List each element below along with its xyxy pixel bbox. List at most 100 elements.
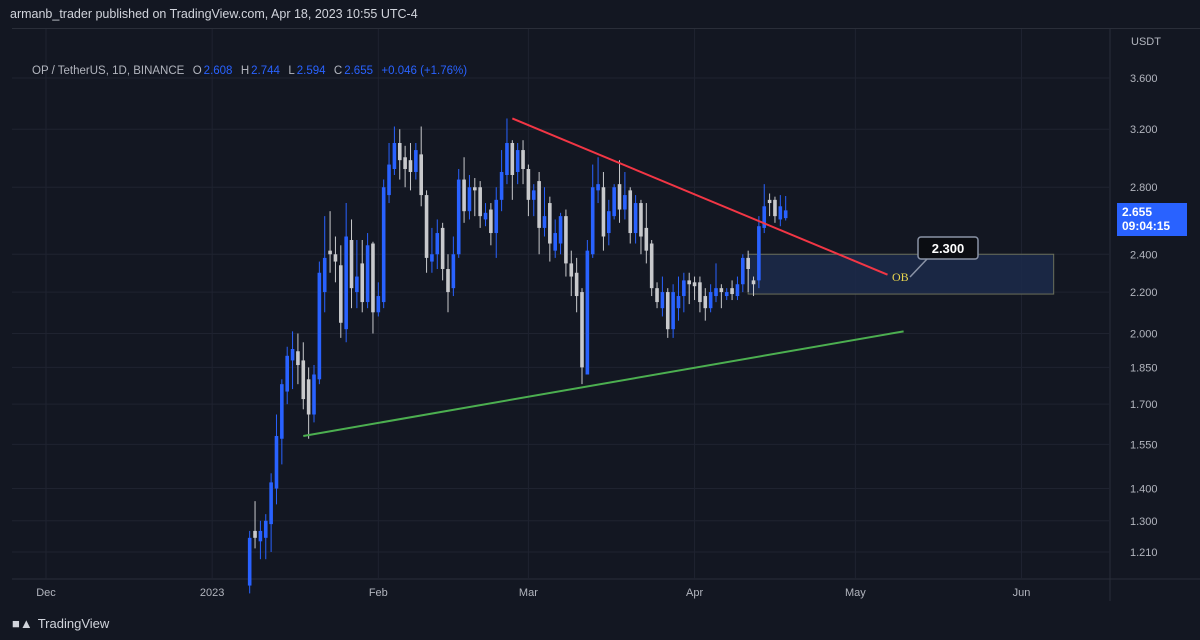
candle-body [499, 171, 504, 200]
price-tick-label: 2.000 [1130, 329, 1158, 341]
candle-body [344, 236, 348, 330]
callout-box[interactable] [917, 236, 979, 260]
candle-body [424, 195, 429, 258]
time-tick-label: Dec [36, 587, 56, 599]
candle-body [371, 243, 375, 313]
candle-body [569, 263, 574, 277]
order-block-label: OB [892, 270, 909, 284]
candle-body [590, 187, 595, 255]
candle-body [440, 227, 445, 269]
candle-body [290, 348, 295, 361]
candle-body [515, 150, 520, 172]
bar-countdown: 09:04:15 [1122, 219, 1171, 233]
candle-body [408, 160, 413, 172]
price-tick-label: 2.800 [1130, 182, 1158, 194]
candle-body [778, 206, 783, 220]
candle-body [430, 254, 434, 262]
candle-body [462, 179, 466, 212]
candle-body [414, 150, 418, 172]
candle-body [285, 355, 289, 392]
candle-body [607, 211, 611, 234]
candle-body [333, 254, 338, 262]
candle-body [306, 379, 311, 415]
candle-body [328, 250, 332, 255]
candle-body [247, 537, 252, 586]
candle-body [703, 296, 708, 309]
candle-body [296, 351, 300, 366]
currency-unit: USDT [1131, 36, 1161, 48]
chart-canvas[interactable]: 3.600 3.200 2.800 2.400 2.200 2.000 1.850 1.700… [12, 29, 1200, 601]
candle-body [623, 195, 627, 210]
price-tick-label: 1.550 [1130, 439, 1158, 451]
candle-body [724, 292, 729, 297]
candle-body [665, 292, 670, 330]
candle-body [403, 157, 407, 170]
candle-body [639, 203, 643, 237]
symbol-title[interactable]: OP / TetherUS, 1D, BINANCE [32, 65, 185, 77]
candle-body [574, 272, 579, 297]
candle-body [451, 254, 456, 289]
close-label: C [333, 65, 343, 77]
candle-body [365, 245, 370, 303]
candle-body [360, 263, 365, 303]
candle-body [322, 257, 327, 293]
candle-body [735, 284, 740, 297]
candle-body [692, 282, 697, 287]
candle-body [521, 150, 525, 170]
candle-body [258, 530, 263, 542]
chart-background [12, 29, 1200, 601]
symbol-legend: OP / TetherUS, 1D, BINANCE O 2.608 H 2.744… [32, 65, 469, 77]
price-tick-label: 3.200 [1130, 124, 1158, 136]
time-tick-label: May [845, 587, 866, 599]
candle-body [510, 143, 515, 176]
candle-body [478, 187, 482, 217]
candle-body [274, 435, 279, 489]
time-tick-label: Jun [1013, 587, 1031, 599]
candle-body [558, 216, 563, 244]
close-value: 2.655 [344, 65, 373, 77]
candle-body [746, 257, 750, 269]
candle-body [349, 240, 354, 289]
candle-body [446, 268, 450, 293]
brand-name[interactable]: TradingView [37, 615, 110, 631]
candle-body [633, 203, 638, 234]
tradingview-logo-icon[interactable]: ■▲ [12, 615, 33, 631]
candle-body [494, 199, 499, 234]
candle-body [473, 187, 477, 191]
price-tick-label: 1.850 [1130, 362, 1158, 374]
candle-body [628, 190, 633, 234]
price-tick-label: 1.400 [1130, 484, 1158, 496]
resistance-trendline[interactable] [511, 117, 888, 276]
candle-body [585, 250, 590, 375]
price-tick-label: 2.200 [1130, 287, 1158, 299]
candle-body [483, 212, 488, 220]
candle-body [317, 272, 322, 380]
candle-body [719, 288, 724, 293]
support-trendline[interactable] [303, 330, 904, 437]
candle-body [649, 243, 654, 289]
candle-body [397, 143, 402, 161]
current-price: 2.655 [1122, 205, 1153, 219]
price-tick-label: 1.700 [1130, 399, 1158, 411]
candle-body [381, 187, 386, 303]
candle-body [682, 280, 686, 297]
time-tick-label: Mar [519, 587, 538, 599]
candle-body [596, 184, 600, 191]
candle-body [660, 292, 665, 309]
candle-body [263, 520, 268, 538]
order-block-zone [747, 253, 1055, 295]
change-value: +0.046 (+1.76%) [381, 65, 468, 77]
publish-info: armanb_trader published on TradingView.c… [10, 7, 418, 21]
candle-body [708, 292, 713, 309]
candle-body [580, 292, 584, 368]
candle-body [537, 181, 541, 228]
candle-body [387, 164, 391, 196]
candle-body [280, 384, 284, 439]
open-label: O [192, 65, 202, 77]
candle-body [741, 257, 745, 285]
time-tick-label: 2023 [200, 587, 224, 599]
chart-pane[interactable]: OP / TetherUS, 1D, BINANCE O 2.608 H 2.744… [12, 28, 1200, 601]
candle-body [617, 184, 622, 210]
open-value: 2.608 [203, 65, 233, 77]
candle-body [773, 199, 777, 217]
